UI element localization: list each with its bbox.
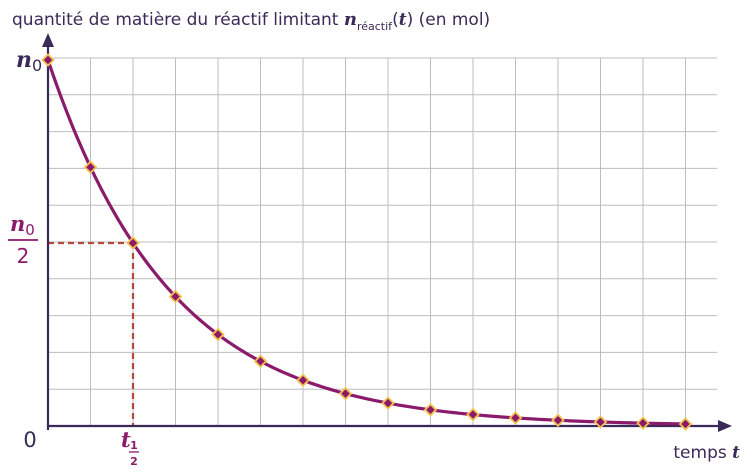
data-point-marker <box>423 403 438 417</box>
y-axis-arrow <box>42 33 54 47</box>
svg-text:n0: n0 <box>10 211 35 239</box>
data-point-marker <box>126 236 140 250</box>
title-symbol: n <box>344 9 357 30</box>
chart-title: quantité de matière du réactif limitant … <box>12 9 490 33</box>
title-prefix: quantité de matière du réactif limitant <box>12 10 344 30</box>
title-subscript: réactif <box>357 20 393 33</box>
data-markers <box>41 53 693 431</box>
t-half-frac-den: 2 <box>130 455 138 468</box>
x-axis-label: temps t <box>673 443 740 463</box>
half-life-guides <box>48 241 135 426</box>
data-point-marker <box>466 407 480 422</box>
data-point-marker <box>678 417 693 431</box>
x-label-t-half: t 1 2 <box>121 427 139 468</box>
half-numerator-subscript: 0 <box>25 221 35 239</box>
data-point-marker <box>338 386 353 401</box>
data-point-marker <box>551 413 565 428</box>
data-point-marker <box>83 160 98 174</box>
x-axis-label-text: temps <box>673 443 726 463</box>
data-point-marker <box>636 416 650 430</box>
half-denominator: 2 <box>17 244 30 268</box>
data-point-marker <box>508 411 523 425</box>
data-point-marker <box>168 289 183 304</box>
n0-subscript: 0 <box>32 56 42 75</box>
title-suffix: (en mol) <box>413 10 490 30</box>
data-point-marker <box>381 396 395 410</box>
data-point-marker <box>211 327 225 342</box>
data-point-marker <box>593 415 608 429</box>
data-point-marker <box>296 373 310 388</box>
origin-label: 0 <box>23 428 36 452</box>
decay-curve <box>46 59 686 426</box>
y-label-n0-half: n0 2 <box>8 211 38 268</box>
grid <box>48 57 717 426</box>
n0-symbol: n <box>16 47 32 73</box>
title-arg-var: t <box>399 10 407 30</box>
half-numerator-symbol: n <box>10 211 25 236</box>
x-axis-arrow <box>718 420 732 432</box>
title-arg-open: ( <box>392 10 399 30</box>
data-point-marker <box>41 53 55 67</box>
x-axis-label-var: t <box>732 443 740 463</box>
t-half-frac-num: 1 <box>130 439 138 452</box>
y-label-n0: n0 <box>16 47 42 75</box>
t-half-symbol: t <box>121 427 131 452</box>
title-arg-close: ) <box>407 10 414 30</box>
axes <box>42 33 732 432</box>
data-point-marker <box>253 354 268 369</box>
